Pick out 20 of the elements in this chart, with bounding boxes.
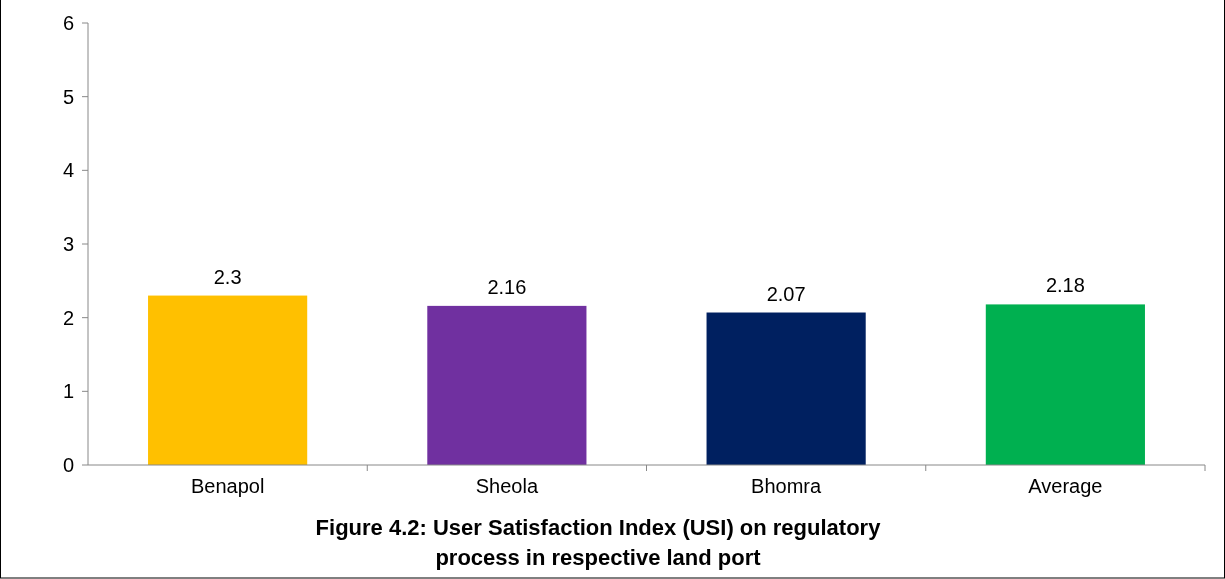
bar bbox=[148, 295, 308, 465]
y-tick-label: 6 bbox=[62, 12, 74, 34]
data-label: 2.3 bbox=[213, 265, 242, 288]
y-tick-label: 0 bbox=[62, 454, 74, 476]
y-tick-label: 2 bbox=[62, 306, 74, 329]
bar bbox=[706, 312, 866, 465]
x-tick-label: Bhomra bbox=[751, 475, 823, 497]
bar bbox=[985, 304, 1145, 465]
text: Figure 4.2: User Satisfaction Index (USI) on regulatory process in respective land port bbox=[315, 515, 882, 570]
data-label: 2.18 bbox=[1045, 274, 1085, 297]
y-tick-label: 5 bbox=[62, 85, 74, 108]
y-tick-label: 4 bbox=[62, 159, 74, 182]
bar bbox=[427, 305, 587, 465]
x-tick-label: Average bbox=[1028, 475, 1103, 497]
data-label: 2.16 bbox=[487, 275, 527, 298]
x-tick-label: Benapol bbox=[190, 475, 265, 497]
data-label: 2.07 bbox=[766, 282, 806, 305]
y-tick-label: 1 bbox=[62, 380, 74, 403]
y-tick-label: 3 bbox=[62, 233, 74, 255]
x-tick-label: Sheola bbox=[475, 475, 539, 497]
